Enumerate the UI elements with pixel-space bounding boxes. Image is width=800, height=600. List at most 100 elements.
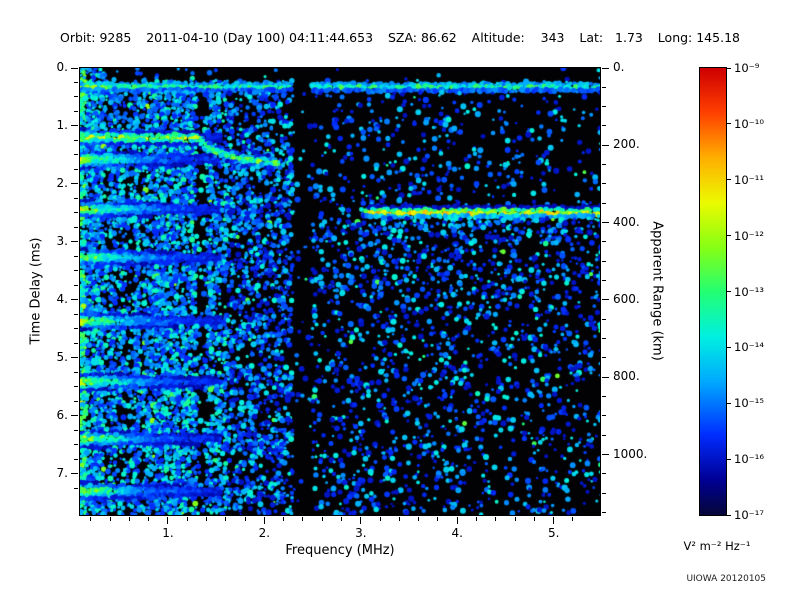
spectrogram-plot-area [79, 67, 601, 516]
colorbar-tick [727, 458, 731, 460]
x-axis-minor-tick [398, 517, 400, 521]
x-axis-tick [553, 517, 555, 524]
colorbar-tick-label: 10⁻¹¹ [734, 172, 764, 187]
x-axis-minor-tick [514, 517, 516, 521]
y-axis-minor-tick [74, 81, 78, 83]
y-axis-minor-tick [74, 371, 78, 373]
x-axis-tick-label: 2. [258, 526, 271, 540]
y-axis-tick [71, 125, 78, 127]
x-axis-minor-tick [148, 517, 150, 521]
y-axis-minor-tick [74, 386, 78, 388]
x-axis-minor-tick [476, 517, 478, 521]
y-axis-minor-tick [74, 226, 78, 228]
y-axis-minor-tick [74, 168, 78, 170]
y2-axis-tick [602, 144, 609, 146]
y-axis-tick [71, 241, 78, 243]
y2-axis-tick [602, 376, 609, 378]
colorbar-tick-label: 10⁻¹³ [734, 284, 764, 299]
x-axis-minor-tick [437, 517, 439, 521]
y2-axis-tick-label: 0. [613, 60, 625, 74]
y-axis-minor-tick [74, 197, 78, 199]
y-axis-minor-tick [74, 212, 78, 214]
y-axis-minor-tick [74, 429, 78, 431]
y-axis-tick-label: 6. [56, 407, 68, 422]
colorbar-tick [727, 179, 731, 181]
y2-axis-tick-label: 800. [613, 369, 640, 384]
y2-axis-tick-label: 400. [613, 214, 640, 229]
y-axis-tick-label: 3. [56, 233, 68, 248]
colorbar-tick [727, 346, 731, 348]
x-axis-minor-tick [341, 517, 343, 521]
y2-axis-minor-tick [602, 125, 606, 127]
y2-axis-tick-label: 200. [613, 137, 640, 152]
x-axis-title: Frequency (MHz) [285, 543, 395, 558]
y2-axis-tick [602, 67, 609, 69]
y-axis-minor-tick [74, 400, 78, 402]
x-axis-tick [456, 517, 458, 524]
x-axis-minor-tick [418, 517, 420, 521]
y-axis-tick [71, 299, 78, 301]
colorbar-tick [727, 123, 731, 125]
x-axis-minor-tick [128, 517, 130, 521]
y-axis-minor-tick [74, 487, 78, 489]
y2-axis-minor-tick [602, 202, 606, 204]
colorbar-tick [727, 402, 731, 404]
y-axis-minor-tick [74, 255, 78, 257]
y2-axis-minor-tick [602, 86, 606, 88]
x-axis-minor-tick [244, 517, 246, 521]
header-longitude: Long: 145.18 [657, 30, 740, 45]
x-axis-minor-tick [302, 517, 304, 521]
y-axis-minor-tick [74, 96, 78, 98]
credit-text: UIOWA 20120105 [686, 574, 766, 584]
colorbar-canvas [700, 68, 726, 515]
header-datetime: 2011-04-10 (Day 100) 04:11:44.653 [146, 30, 374, 45]
y-axis-minor-tick [74, 328, 78, 330]
y-axis-tick-label: 2. [56, 175, 68, 190]
x-axis-minor-tick [533, 517, 535, 521]
y-axis-minor-tick [74, 313, 78, 315]
colorbar-tick [727, 291, 731, 292]
colorbar-tick-label: 10⁻¹⁷ [734, 508, 764, 522]
y-axis-minor-tick [74, 284, 78, 286]
y2-axis-minor-tick [602, 357, 606, 359]
y2-axis-minor-tick [602, 241, 606, 243]
x-axis-minor-tick [283, 517, 285, 521]
colorbar-tick-label: 10⁻¹⁶ [734, 452, 764, 467]
x-axis-tick-label: 5. [547, 526, 560, 540]
y-axis-tick [71, 67, 78, 69]
x-axis-tick-label: 4. [451, 526, 463, 540]
y-axis-minor-tick [74, 110, 78, 112]
y2-axis-minor-tick [602, 338, 606, 340]
y-axis-tick [71, 357, 78, 359]
y2-axis-minor-tick [602, 183, 606, 185]
y2-axis-minor-tick [602, 318, 606, 320]
colorbar-tick-label: 10⁻¹² [734, 228, 764, 243]
colorbar-tick-label: 10⁻⁹ [734, 61, 760, 75]
x-axis-minor-tick [379, 517, 381, 521]
y-axis-tick [71, 473, 78, 475]
y-axis-minor-tick [74, 342, 78, 344]
y2-axis-tick [602, 222, 609, 224]
y-axis-tick-label: 1. [56, 117, 68, 132]
y-axis-tick [71, 183, 78, 185]
x-axis-minor-tick [321, 517, 323, 521]
colorbar-tick-label: 10⁻¹⁰ [734, 116, 764, 131]
header-sza: SZA: 86.62 [387, 30, 457, 45]
x-axis-tick [360, 517, 362, 524]
y2-axis-minor-tick [602, 260, 606, 262]
colorbar-tick [727, 514, 731, 516]
x-axis-minor-tick [186, 517, 188, 521]
y-axis-minor-tick [74, 458, 78, 460]
y-axis-tick-label: 4. [56, 291, 68, 306]
header-info-bar: Orbit: 9285 2011-04-10 (Day 100) 04:11:4… [60, 30, 740, 45]
y2-axis-minor-tick [602, 164, 606, 166]
header-latitude: Lat: 1.73 [579, 30, 643, 45]
x-axis-tick-label: 1. [162, 526, 174, 540]
colorbar-tick-label: 10⁻¹⁴ [734, 340, 764, 355]
y2-axis-minor-tick [602, 511, 606, 513]
x-axis-tick-label: 3. [355, 526, 367, 540]
y2-axis-tick-label: 1000. [613, 446, 648, 461]
x-axis-minor-tick [495, 517, 497, 521]
y2-axis-minor-tick [602, 415, 606, 417]
